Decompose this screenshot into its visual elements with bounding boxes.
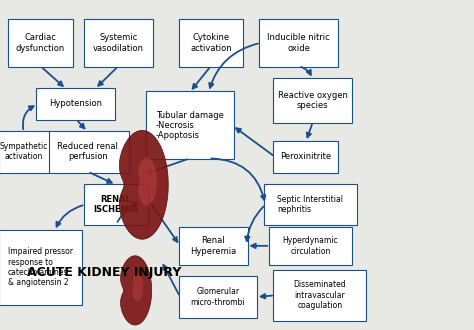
FancyBboxPatch shape <box>264 184 357 225</box>
Text: Impaired pressor
response to
catecholamines
& angiotensin 2: Impaired pressor response to catecholami… <box>8 247 73 287</box>
FancyBboxPatch shape <box>179 276 257 318</box>
Text: Hyperdynamic
circulation: Hyperdynamic circulation <box>283 236 338 255</box>
PathPatch shape <box>138 157 157 206</box>
FancyBboxPatch shape <box>0 131 49 173</box>
PathPatch shape <box>132 273 143 301</box>
FancyBboxPatch shape <box>46 131 129 173</box>
Text: Cardiac
dysfunction: Cardiac dysfunction <box>16 33 65 52</box>
FancyBboxPatch shape <box>179 19 243 67</box>
FancyBboxPatch shape <box>273 270 366 321</box>
FancyBboxPatch shape <box>146 91 234 159</box>
Text: ACUTE KIDNEY INJURY: ACUTE KIDNEY INJURY <box>27 266 182 279</box>
Text: Reactive oxygen
species: Reactive oxygen species <box>278 91 348 110</box>
Text: Hypotension: Hypotension <box>49 99 102 109</box>
FancyBboxPatch shape <box>84 184 148 225</box>
FancyBboxPatch shape <box>0 230 82 305</box>
Text: Tubular damage
-Necrosis
-Apoptosis: Tubular damage -Necrosis -Apoptosis <box>155 111 224 140</box>
Text: RENAL
ISCHEMIA: RENAL ISCHEMIA <box>93 195 139 214</box>
Text: Glomerular
micro-thrombi: Glomerular micro-thrombi <box>191 287 246 307</box>
FancyBboxPatch shape <box>269 227 352 265</box>
FancyBboxPatch shape <box>273 78 352 123</box>
Text: Reduced renal
perfusion: Reduced renal perfusion <box>57 142 118 161</box>
FancyBboxPatch shape <box>36 88 115 120</box>
FancyBboxPatch shape <box>259 19 338 67</box>
Text: Sympathetic
activation: Sympathetic activation <box>0 142 48 161</box>
FancyBboxPatch shape <box>179 227 248 265</box>
FancyBboxPatch shape <box>84 19 153 67</box>
FancyBboxPatch shape <box>8 19 73 67</box>
FancyBboxPatch shape <box>273 141 338 173</box>
Text: Inducible nitric
oxide: Inducible nitric oxide <box>267 33 330 52</box>
Text: Septic Interstitial
nephritis: Septic Interstitial nephritis <box>277 195 344 214</box>
PathPatch shape <box>119 130 168 239</box>
Text: Systemic
vasodilation: Systemic vasodilation <box>93 33 144 52</box>
Text: Renal
Hyperemia: Renal Hyperemia <box>190 236 237 255</box>
Text: Cytokine
activation: Cytokine activation <box>190 33 232 52</box>
Text: Disseminated
intravascular
coagulation: Disseminated intravascular coagulation <box>293 280 346 310</box>
PathPatch shape <box>120 256 152 325</box>
Text: Peroxinitrite: Peroxinitrite <box>280 152 331 161</box>
